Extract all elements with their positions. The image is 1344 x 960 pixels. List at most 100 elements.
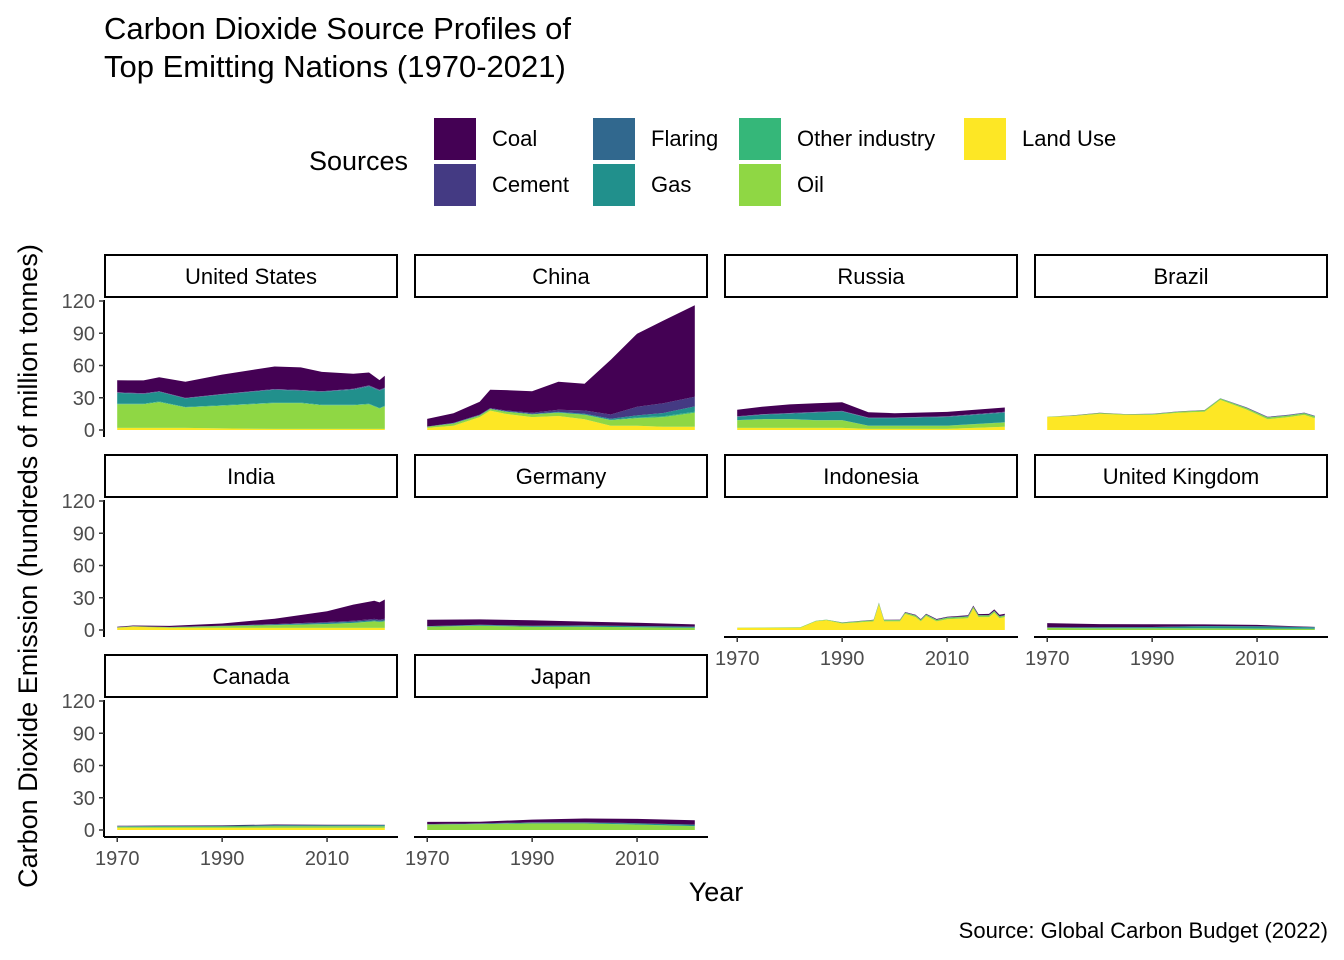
strip-united-kingdom — [1034, 454, 1328, 498]
y-tick-label-united-states-30: 30 — [73, 388, 95, 410]
legend-label-coal: Coal — [492, 126, 538, 151]
strip-germany — [414, 454, 708, 498]
y-tick-label-canada-90: 90 — [73, 723, 95, 745]
legend-title: Sources — [309, 146, 409, 176]
strip-label-germany: Germany — [516, 464, 606, 489]
x-tick-label-canada-2010: 2010 — [305, 848, 350, 870]
area-russia-cement — [737, 410, 1005, 418]
area-russia-flaring — [737, 411, 1005, 419]
legend-key-oil — [739, 164, 781, 206]
y-tick-label-canada-120: 120 — [62, 691, 95, 713]
y-tick-label-india-30: 30 — [73, 588, 95, 610]
area-india-land-use — [117, 626, 385, 630]
area-canada-oil — [117, 826, 385, 828]
strip-china — [414, 254, 708, 298]
strip-brazil — [1034, 254, 1328, 298]
legend-label-gas: Gas — [651, 172, 692, 197]
legend-key-land-use — [964, 118, 1006, 160]
area-japan-cement — [427, 822, 695, 825]
area-canada-gas — [117, 825, 385, 827]
y-tick-label-united-states-60: 60 — [73, 356, 95, 378]
area-china-cement — [427, 396, 695, 427]
strip-united-states — [104, 254, 398, 298]
area-russia-coal — [737, 402, 1005, 418]
area-canada-land-use — [117, 827, 385, 830]
panel-canada: Canada 0 30 60 90 120 1970 1990 2010 — [62, 654, 398, 870]
area-china-coal — [427, 305, 695, 427]
y-tick-label-india-90: 90 — [73, 523, 95, 545]
strip-label-japan: Japan — [531, 664, 591, 689]
area-united-states-gas — [117, 386, 385, 408]
area-united-kingdom-gas — [1047, 626, 1315, 629]
area-united-kingdom-other-industry — [1047, 627, 1315, 629]
y-tick-label-united-states-120: 120 — [62, 291, 95, 313]
y-axis-title: Carbon Dioxide Emission (hundreds of mil… — [13, 244, 43, 888]
area-united-kingdom-cement — [1047, 626, 1315, 628]
area-china-gas — [427, 406, 695, 427]
area-japan-gas — [427, 822, 695, 827]
strip-india — [104, 454, 398, 498]
area-china-land-use — [427, 410, 695, 430]
y-tick-label-india-60: 60 — [73, 556, 95, 578]
strip-label-india: India — [227, 464, 275, 489]
panel-russia: Russia — [724, 254, 1018, 430]
strip-indonesia — [724, 454, 1018, 498]
x-tick-label-japan-2010: 2010 — [615, 848, 660, 870]
strip-label-united-states: United States — [185, 264, 317, 289]
legend-label-flaring: Flaring — [651, 126, 719, 151]
area-united-kingdom-coal — [1047, 623, 1315, 628]
x-tick-label-japan-1990: 1990 — [510, 848, 555, 870]
y-tick-label-united-states-0: 0 — [84, 420, 95, 442]
area-united-states-other-industry — [117, 401, 385, 409]
area-united-kingdom-oil — [1047, 627, 1315, 630]
strip-canada — [104, 654, 398, 698]
x-tick-label-canada-1990: 1990 — [200, 848, 245, 870]
area-brazil-land-use — [1047, 399, 1315, 430]
area-germany-oil — [427, 625, 695, 630]
area-germany-other-industry — [427, 625, 695, 628]
area-united-states-oil — [117, 402, 385, 429]
area-united-states-coal — [117, 366, 385, 398]
legend-label-land-use: Land Use — [1022, 126, 1117, 151]
y-tick-label-canada-0: 0 — [84, 820, 95, 842]
area-germany-coal — [427, 619, 695, 627]
chart-title-line-2: Top Emitting Nations (1970-2021) — [104, 49, 566, 84]
x-tick-label-indonesia-1990: 1990 — [820, 648, 865, 670]
area-canada-cement — [117, 824, 385, 827]
area-brazil-oil — [1047, 398, 1315, 420]
x-tick-label-indonesia-2010: 2010 — [925, 648, 970, 670]
area-china-other-industry — [427, 409, 695, 427]
y-tick-label-canada-30: 30 — [73, 788, 95, 810]
legend-key-flaring — [593, 118, 635, 160]
chart-title-line-1: Carbon Dioxide Source Profiles of — [104, 11, 571, 46]
y-tick-label-united-states-90: 90 — [73, 323, 95, 345]
legend-label-cement: Cement — [492, 172, 570, 197]
x-tick-label-canada-1970: 1970 — [95, 848, 140, 870]
x-tick-label-indonesia-1970: 1970 — [715, 648, 760, 670]
y-tick-label-india-120: 120 — [62, 491, 95, 513]
x-tick-label-united-kingdom-1970: 1970 — [1025, 648, 1070, 670]
chart-title: Carbon Dioxide Source Profiles of Top Em… — [104, 10, 571, 86]
legend-key-cement — [434, 164, 476, 206]
panel-brazil: Brazil — [1034, 254, 1328, 430]
strip-label-united-kingdom: United Kingdom — [1103, 464, 1260, 489]
panel-china: China — [414, 254, 708, 430]
area-russia-oil — [737, 419, 1005, 429]
panel-united-kingdom: United Kingdom 1970 1990 2010 — [1025, 454, 1328, 670]
area-indonesia-land-use — [737, 604, 1005, 630]
area-russia-land-use — [737, 426, 1005, 430]
legend-key-other-industry — [739, 118, 781, 160]
area-india-coal — [117, 599, 385, 628]
panel-united-states: United States 0 30 60 90 120 — [62, 254, 398, 442]
panel-indonesia: Indonesia 1970 1990 2010 — [715, 454, 1018, 670]
x-axis-title: Year — [689, 877, 744, 907]
y-tick-label-india-0: 0 — [84, 620, 95, 642]
panel-india: India 0 30 60 90 120 — [62, 454, 398, 642]
panel-germany: Germany — [414, 454, 708, 630]
panel-japan: Japan 1970 1990 2010 — [405, 654, 708, 870]
area-canada-coal — [117, 824, 385, 827]
strip-label-china: China — [532, 264, 590, 289]
area-india-oil — [117, 621, 385, 628]
strip-label-indonesia: Indonesia — [823, 464, 919, 489]
